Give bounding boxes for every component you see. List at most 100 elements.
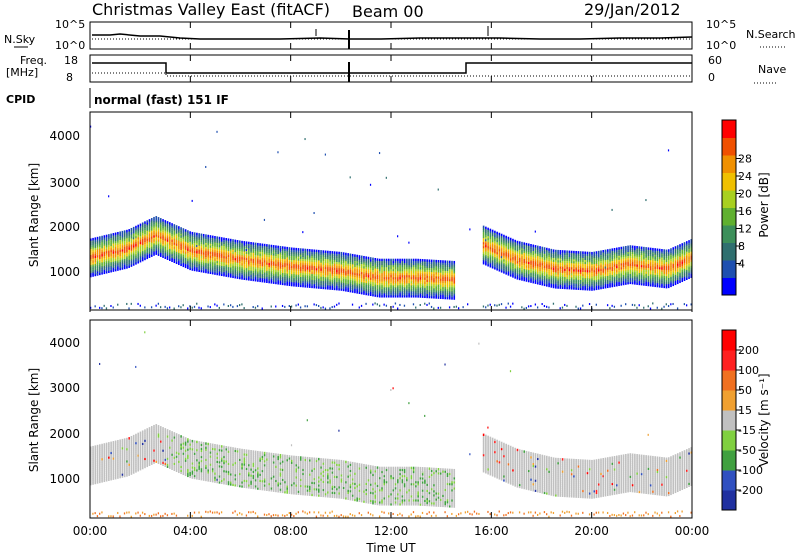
power-cell [286,269,289,272]
power-cell [647,269,650,273]
power-cell [227,305,230,308]
power-cell [277,251,279,255]
power-cell [311,251,313,254]
power-cell [491,241,494,245]
power-cell [342,278,345,282]
power-cell [313,285,316,289]
power-cell [229,265,232,268]
power-cell [345,289,347,292]
power-cell [200,249,203,253]
power-cell [532,274,535,278]
power-cell [374,264,377,267]
power-cell [191,260,194,263]
power-cell [137,242,140,246]
power-cell [491,251,494,255]
power-cell [92,270,94,273]
power-cell [175,233,178,236]
power-cell [649,280,652,283]
power-cell [117,244,119,247]
power-cell [503,269,505,272]
power-cell [281,260,284,263]
power-cell [365,270,368,273]
power-cell [507,259,510,262]
power-cell [220,259,223,262]
power-cell [345,287,347,290]
power-cell [180,227,182,230]
power-cell [327,266,329,270]
power-cell [618,281,620,285]
power-cell [582,253,584,256]
power-cell [482,231,485,235]
power-cell [268,254,270,257]
power-cell [333,273,336,276]
power-cell [295,251,298,255]
power-cell [229,275,232,278]
power-cell [345,252,347,256]
power-cell [169,232,171,235]
power-cell [412,270,415,274]
power-cell [241,265,243,268]
power-cell [665,259,668,263]
power-cell [627,267,629,271]
power-cell [629,273,632,276]
power-cell [369,259,372,262]
power-cell [606,271,609,274]
power-cell [279,247,282,251]
power-cell [421,285,424,288]
power-cell [225,264,228,267]
power-cell [182,246,185,249]
power-cell [209,253,212,256]
power-cell [178,258,180,261]
power-cell [257,253,259,256]
power-cell [496,231,498,235]
power-cell [636,262,638,265]
power-cell [351,264,354,267]
power-cell [155,242,158,245]
power-cell [426,269,428,272]
power-cell [279,264,282,267]
power-cell [661,273,663,276]
power-cell [96,265,99,268]
power-cell [171,253,173,256]
power-cell [193,305,196,308]
power-cell [254,268,257,272]
power-cell [374,288,377,291]
power-cell [189,239,191,242]
power-cell [588,270,591,273]
beam-label: Beam 00 [352,2,424,21]
power-cell [193,232,196,235]
power-cell [663,257,666,260]
power-cell [218,255,221,258]
power-cell [453,305,455,308]
power-cell [525,246,528,250]
power-cell [105,246,108,250]
power-cell [652,272,654,275]
power-cell [153,239,155,242]
power-cell [306,275,309,278]
power-cell [627,259,629,263]
power-cell [378,285,381,288]
power-cell [209,263,212,266]
power-cell [584,253,586,256]
power-cell [378,152,381,155]
power-cell [604,263,607,267]
power-cell [347,271,349,274]
power-cell [108,244,110,247]
power-cell [178,252,180,255]
power-cell [654,280,656,283]
power-cell [625,282,627,285]
power-cell [302,231,304,234]
power-cell [550,263,553,266]
power-cell [613,250,616,253]
power-cell [245,243,248,246]
power-cell [530,246,532,249]
power-cell [148,225,151,228]
power-cell [627,261,629,265]
power-cell [568,284,571,288]
power-cell [275,257,277,260]
power-cell [559,282,562,285]
power-cell [383,264,386,268]
power-cell [315,267,318,271]
power-cell [507,263,510,266]
power-cell [505,260,507,263]
